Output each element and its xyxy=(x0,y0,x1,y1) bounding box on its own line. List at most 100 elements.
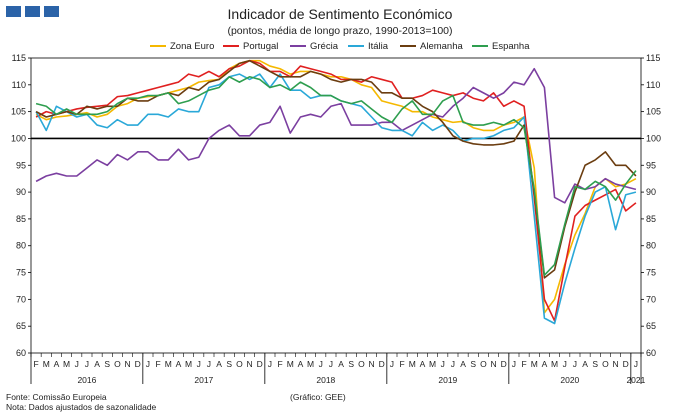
x-month-label: O xyxy=(236,359,243,369)
y-tick-label-right: 85 xyxy=(646,214,656,224)
x-month-label: M xyxy=(287,359,294,369)
x-month-label: D xyxy=(135,359,141,369)
legend-swatch-italia xyxy=(348,45,364,48)
y-tick-label-right: 110 xyxy=(646,80,660,90)
series-line-espanha xyxy=(35,75,637,277)
x-month-label: M xyxy=(429,359,436,369)
x-month-label: S xyxy=(592,359,598,369)
x-month-label: M xyxy=(409,359,416,369)
legend-swatch-grecia xyxy=(290,45,306,48)
chart-title: Indicador de Sentimento Económico xyxy=(227,6,453,22)
x-month-label: J xyxy=(197,359,201,369)
y-tick-label-right: 105 xyxy=(646,107,661,117)
x-month-label: J xyxy=(451,359,455,369)
x-year-label: 2021 xyxy=(626,375,645,385)
legend-swatch-portugal xyxy=(223,45,239,48)
x-month-label: O xyxy=(358,359,365,369)
x-month-label: A xyxy=(338,359,344,369)
x-month-label: J xyxy=(75,359,79,369)
x-year-label: 2020 xyxy=(560,375,579,385)
y-tick-label-right: 100 xyxy=(646,133,661,143)
logo-block-3 xyxy=(44,6,59,17)
x-month-label: M xyxy=(63,359,70,369)
x-month-label: D xyxy=(257,359,263,369)
x-month-label: M xyxy=(307,359,314,369)
chart-subtitle: (pontos, média de longo prazo, 1990-2013… xyxy=(227,25,453,37)
x-month-label: A xyxy=(582,359,588,369)
y-tick-label-left: 80 xyxy=(16,241,26,251)
series-line-grécia xyxy=(35,67,637,204)
x-month-label: O xyxy=(602,359,609,369)
legend-alemanha: Alemanha xyxy=(400,41,463,52)
legend-espanha: Espanha xyxy=(472,41,530,52)
x-month-label: A xyxy=(94,359,100,369)
y-tick-label-left: 110 xyxy=(12,80,26,90)
x-month-label: F xyxy=(277,359,282,369)
footer-source: Fonte: Comissão Europeia xyxy=(6,392,107,402)
y-tick-label-left: 100 xyxy=(11,133,26,143)
x-month-label: J xyxy=(573,359,577,369)
y-tick-label-left: 60 xyxy=(16,348,26,358)
x-month-label: A xyxy=(216,359,222,369)
legend-swatch-espanha xyxy=(472,45,488,48)
x-month-label: M xyxy=(531,359,538,369)
x-month-label: M xyxy=(43,359,50,369)
x-month-label: S xyxy=(104,359,110,369)
legend-swatch-zona-euro xyxy=(150,45,166,48)
y-tick-label-left: 85 xyxy=(16,214,26,224)
y-tick-label-left: 105 xyxy=(11,107,26,117)
legend-label-zona-euro: Zona Euro xyxy=(170,41,215,52)
y-tick-label-right: 65 xyxy=(646,321,656,331)
x-month-label: F xyxy=(33,359,38,369)
y-tick-label-right: 95 xyxy=(646,160,656,170)
series-line-alemanha xyxy=(35,59,637,279)
x-month-label: J xyxy=(634,359,638,369)
legend-grecia: Grécia xyxy=(290,41,338,52)
x-month-label: S xyxy=(226,359,232,369)
y-tick-label-left: 115 xyxy=(12,53,26,63)
x-month-label: J xyxy=(146,359,150,369)
x-month-label: M xyxy=(165,359,172,369)
x-month-label: J xyxy=(85,359,89,369)
x-year-label: 2019 xyxy=(438,375,457,385)
x-month-label: J xyxy=(329,359,333,369)
x-month-label: J xyxy=(207,359,211,369)
legend-label-italia: Itália xyxy=(368,41,389,52)
legend-portugal: Portugal xyxy=(223,41,278,52)
x-year-label: 2018 xyxy=(316,375,335,385)
x-month-label: J xyxy=(441,359,445,369)
legend-label-espanha: Espanha xyxy=(492,41,530,52)
x-month-label: N xyxy=(369,359,375,369)
x-month-label: S xyxy=(470,359,476,369)
legend-label-grecia: Grécia xyxy=(310,41,338,52)
x-month-label: A xyxy=(542,359,548,369)
y-tick-label-left: 65 xyxy=(16,321,26,331)
x-month-label: S xyxy=(348,359,354,369)
legend-label-alemanha: Alemanha xyxy=(420,41,463,52)
series-line-portugal xyxy=(35,59,637,322)
x-month-label: N xyxy=(125,359,131,369)
legend-italia: Itália xyxy=(348,41,388,52)
footer-note: Nota: Dados ajustados de sazonalidade xyxy=(6,402,157,412)
y-tick-label-right: 90 xyxy=(646,187,656,197)
x-month-label: O xyxy=(480,359,487,369)
x-month-label: J xyxy=(319,359,323,369)
y-tick-label-right: 75 xyxy=(646,268,656,278)
x-month-label: F xyxy=(521,359,526,369)
y-tick-label-right: 70 xyxy=(646,294,656,304)
x-month-label: J xyxy=(563,359,567,369)
y-tick-label-left: 95 xyxy=(16,160,26,170)
y-tick-label-right: 60 xyxy=(646,348,656,358)
y-tick-label-left: 90 xyxy=(16,187,26,197)
y-tick-label-right: 115 xyxy=(646,53,660,63)
logo-block-1 xyxy=(6,6,21,17)
x-month-label: J xyxy=(268,359,272,369)
y-tick-label-left: 75 xyxy=(16,268,26,278)
x-month-label: A xyxy=(420,359,426,369)
y-tick-label-right: 80 xyxy=(646,241,656,251)
x-month-label: J xyxy=(512,359,516,369)
legend-swatch-alemanha xyxy=(400,45,416,48)
x-month-label: D xyxy=(379,359,385,369)
x-month-label: D xyxy=(623,359,629,369)
